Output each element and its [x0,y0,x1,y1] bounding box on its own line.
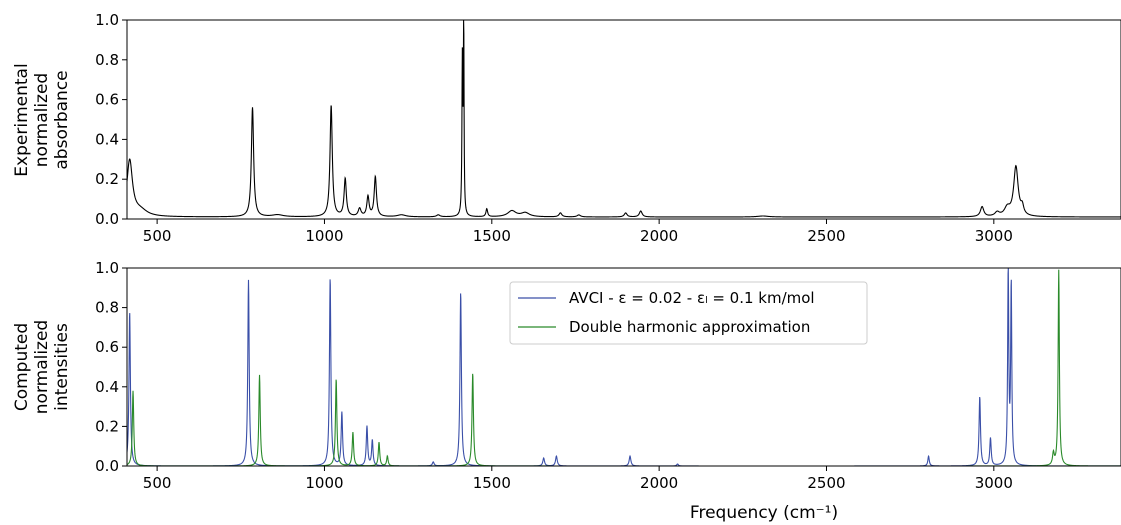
y-axis-label-line-2: normalized [32,73,52,167]
y-tick-label: 0.2 [95,170,119,188]
y-axis-label-line-1: Computed [12,323,32,411]
y-tick-label: 0.8 [95,51,119,69]
experimental-panel: Experimental normalized absorbance 500 10… [12,11,1121,245]
legend: AVCI - ε = 0.02 - εₗ = 0.1 km/mol Double… [509,281,868,345]
y-tick-label: 0.0 [95,210,119,228]
y-tick-label: 0.6 [95,338,119,356]
plot-frame [126,267,1121,467]
plot-frame [126,19,1121,220]
x-tick-label: 3000 [975,227,1013,245]
y-axis-label: Computed normalized intensities [12,320,72,414]
x-tick-label: 2000 [640,227,678,245]
series-line-0 [126,19,1121,218]
y-tick-label: 0.2 [95,417,119,435]
legend-label-double-harmonic: Double harmonic approximation [569,318,810,336]
y-tick-label: 0.0 [95,457,119,475]
experimental-ticks: 500 1000 1500 2000 2500 3000 0.0 0.2 0.4 0.6 0.8 1.… [95,11,1013,245]
computed-ticks: 500 1000 1500 2000 2500 3000 0.0 0.2 0.4 0.6 0.8 1.… [95,259,1013,492]
computed-plot-area [126,267,1121,467]
y-tick-label: 0.4 [95,130,119,148]
x-tick-label: 2500 [807,227,845,245]
y-tick-label: 1.0 [95,259,119,277]
x-tick-label: 1000 [305,474,343,492]
x-tick-label: 1500 [473,227,511,245]
y-tick-label: 0.6 [95,91,119,109]
y-axis-label: Experimental normalized absorbance [12,63,72,176]
x-tick-label: 500 [143,227,172,245]
computed-panel: Computed normalized intensities 500 1000 1… [12,259,1121,523]
x-tick-label: 3000 [975,474,1013,492]
y-axis-label-line-2: normalized [32,320,52,414]
x-tick-label: 2500 [807,474,845,492]
x-tick-label: 500 [143,474,172,492]
y-axis-label-line-3: absorbance [52,70,72,169]
x-tick-label: 2000 [640,474,678,492]
experimental-plot-area [126,19,1121,220]
y-axis-label-line-1: Experimental [12,63,32,176]
y-tick-label: 0.8 [95,299,119,317]
legend-box [509,281,868,345]
x-tick-label: 1500 [473,474,511,492]
x-tick-label: 1000 [305,227,343,245]
y-axis-label-line-3: intensities [52,323,72,411]
x-axis-label: Frequency (cm⁻¹) [690,503,838,523]
y-tick-label: 1.0 [95,11,119,29]
y-tick-label: 0.4 [95,378,119,396]
legend-label-avci: AVCI - ε = 0.02 - εₗ = 0.1 km/mol [569,289,815,307]
